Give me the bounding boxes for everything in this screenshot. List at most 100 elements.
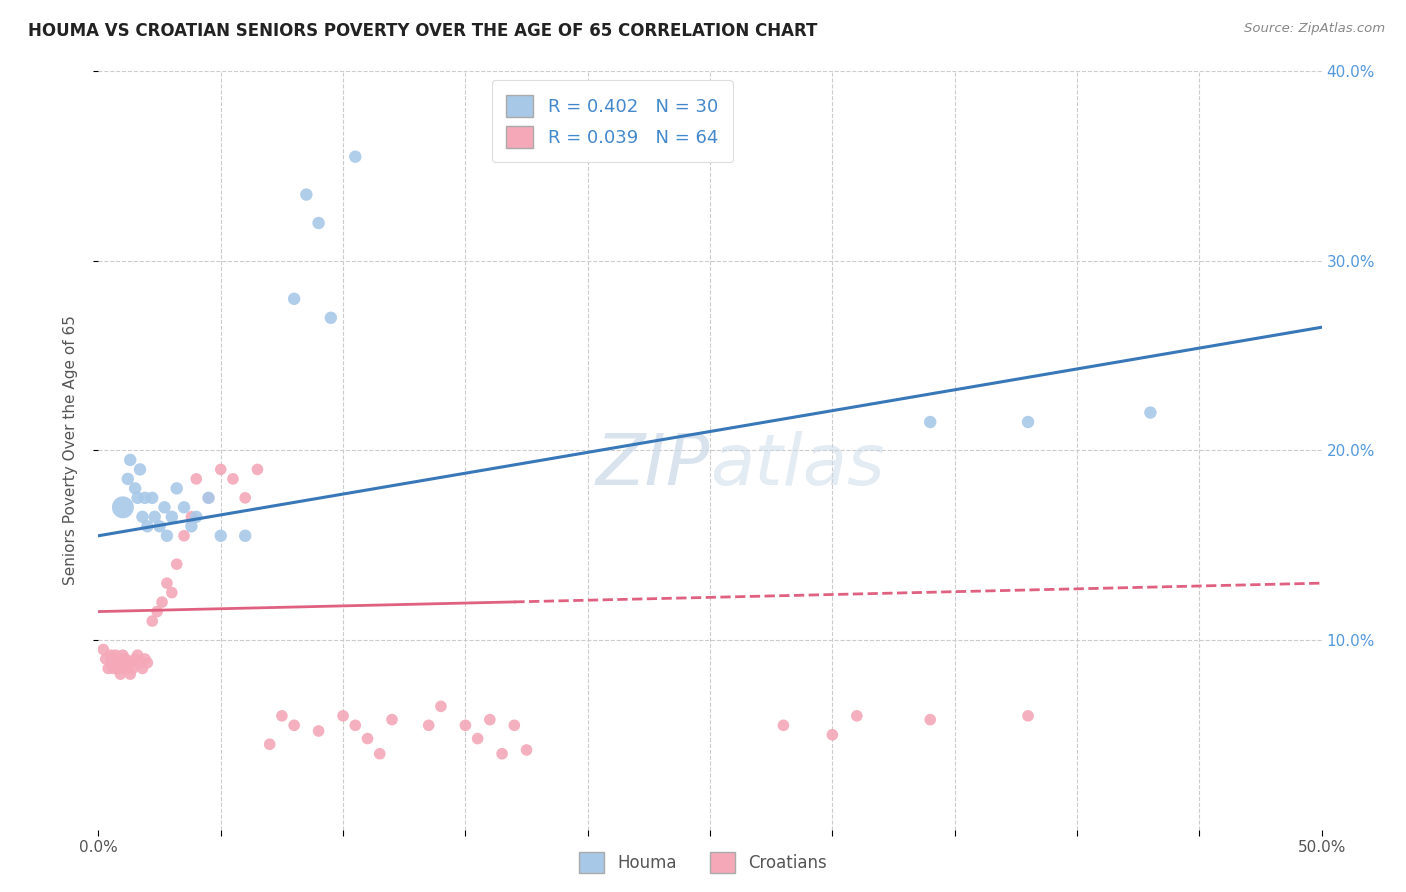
Point [186,509,208,524]
Point [270,708,294,723]
Point [124,652,146,666]
Point [117,661,139,675]
Point [111,656,134,670]
Point [233,491,256,505]
Point [127,491,149,505]
Point [143,509,166,524]
Point [308,724,330,739]
Point [430,699,453,714]
Text: ZIP: ZIP [596,431,710,500]
Point [160,509,183,524]
Point [166,557,188,572]
Point [124,482,146,496]
Point [117,656,139,670]
Point [259,737,281,751]
Point [120,656,142,670]
Point [173,500,195,515]
Point [127,648,149,662]
Point [1139,406,1161,420]
Point [180,509,202,524]
Point [134,652,156,666]
Point [141,614,163,628]
Point [186,472,208,486]
Point [114,652,136,666]
Legend: Houma, Croatians: Houma, Croatians [572,846,834,880]
Point [146,605,169,619]
Point [418,718,440,732]
Point [246,462,269,476]
Point [104,656,127,670]
Point [283,292,305,306]
Point [150,595,173,609]
Point [107,661,129,675]
Point [117,472,139,486]
Point [197,491,219,505]
Point [121,661,143,675]
Point [149,519,172,533]
Point [156,576,179,591]
Point [107,652,129,666]
Point [344,150,367,164]
Point [920,713,942,727]
Point [141,491,163,505]
Point [134,491,156,505]
Point [131,509,153,524]
Text: HOUMA VS CROATIAN SENIORS POVERTY OVER THE AGE OF 65 CORRELATION CHART: HOUMA VS CROATIAN SENIORS POVERTY OVER T… [28,22,817,40]
Text: Source: ZipAtlas.com: Source: ZipAtlas.com [1244,22,1385,36]
Point [136,656,159,670]
Point [332,708,354,723]
Point [356,731,378,746]
Point [114,661,136,675]
Point [180,519,202,533]
Point [222,472,245,486]
Point [110,656,132,670]
Point [319,310,342,325]
Point [308,216,330,230]
Point [283,718,305,732]
Point [173,529,195,543]
Point [503,718,526,732]
Point [166,482,188,496]
Point [209,529,232,543]
Point [156,529,179,543]
Legend: R = 0.402   N = 30, R = 0.039   N = 64: R = 0.402 N = 30, R = 0.039 N = 64 [492,80,733,162]
Point [209,462,232,476]
Point [515,743,537,757]
Point [136,519,159,533]
Point [160,585,183,599]
Point [110,667,132,681]
Point [97,661,120,675]
Point [111,648,134,662]
Point [491,747,513,761]
Point [368,747,391,761]
Text: atlas: atlas [710,431,884,500]
Point [344,718,367,732]
Point [1017,415,1039,429]
Point [111,500,134,515]
Point [120,453,142,467]
Point [91,642,114,657]
Point [295,187,318,202]
Point [772,718,794,732]
Point [129,656,152,670]
Point [233,529,256,543]
Point [381,713,404,727]
Point [153,500,176,515]
Point [467,731,489,746]
Point [1017,708,1039,723]
Point [101,652,124,666]
Point [100,648,122,662]
Point [197,491,219,505]
Point [104,648,127,662]
Point [920,415,942,429]
Point [129,462,152,476]
Point [454,718,477,732]
Point [94,652,117,666]
Y-axis label: Seniors Poverty Over the Age of 65: Seniors Poverty Over the Age of 65 [63,316,77,585]
Point [845,708,868,723]
Point [478,713,501,727]
Point [100,656,122,670]
Point [120,667,142,681]
Point [821,728,844,742]
Point [101,661,124,675]
